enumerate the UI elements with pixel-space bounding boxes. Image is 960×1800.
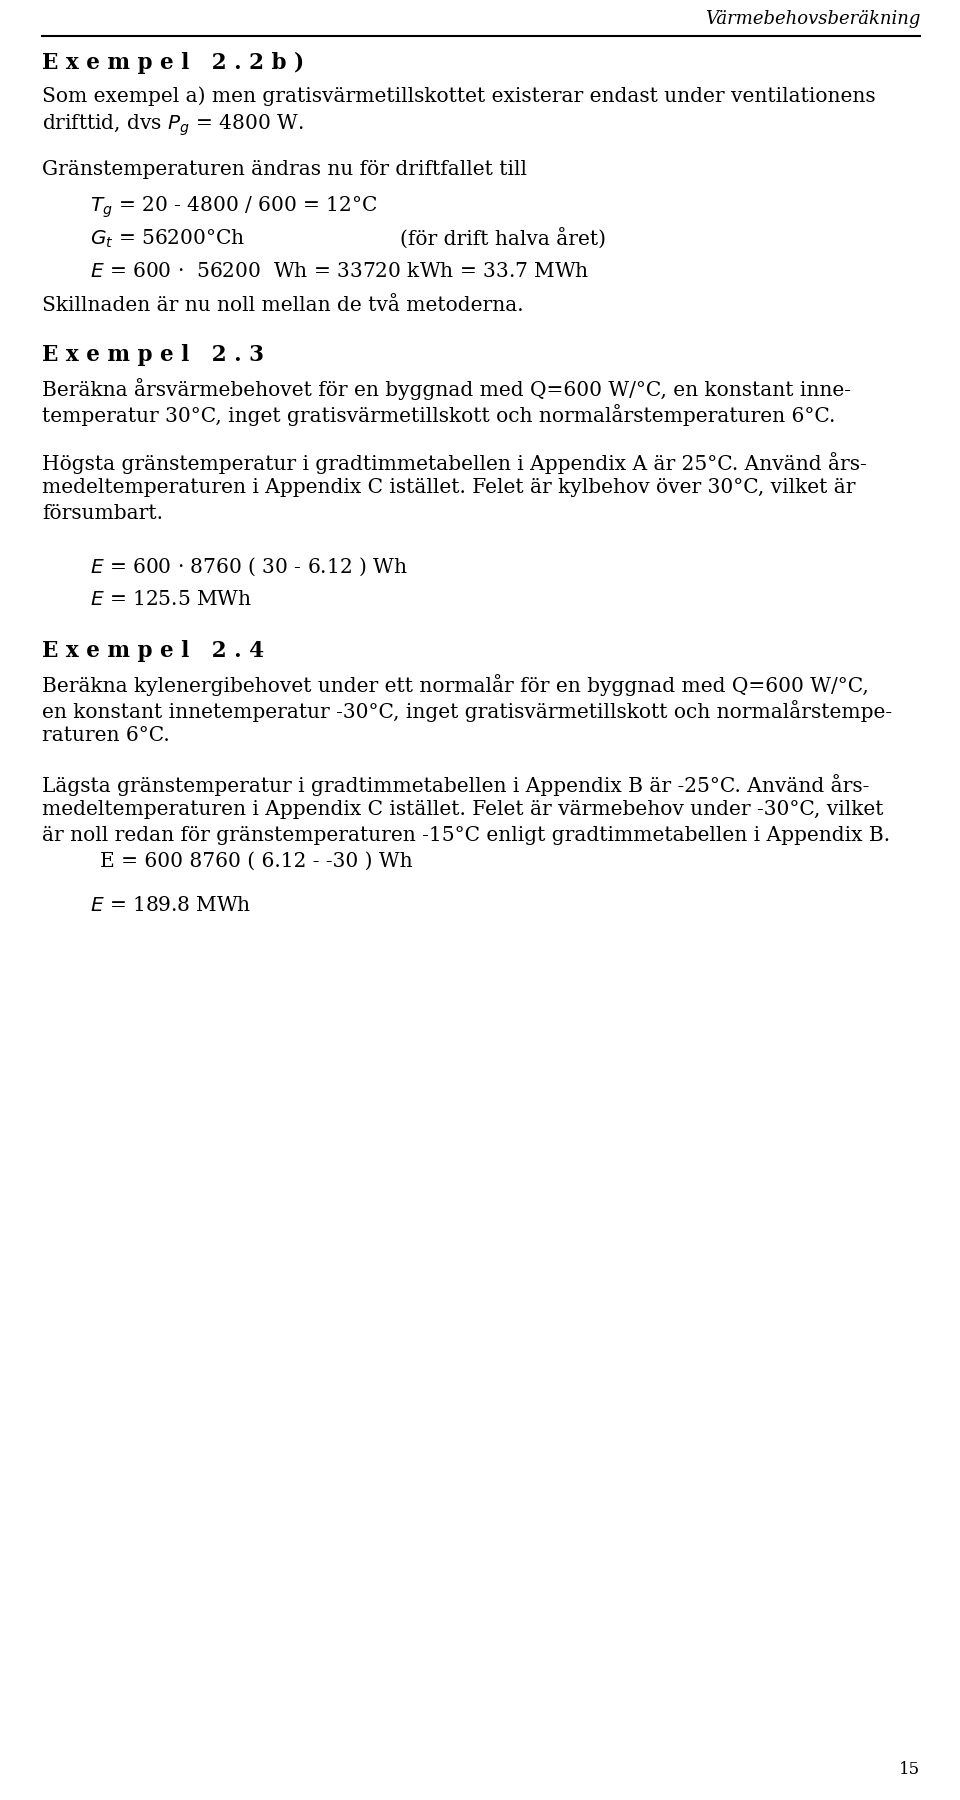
Text: E x e m p e l   2 . 2 b ): E x e m p e l 2 . 2 b )	[42, 52, 304, 74]
Text: medeltemperaturen i Appendix C istället. Felet är värmebehov under -30°C, vilket: medeltemperaturen i Appendix C istället.…	[42, 799, 883, 819]
Text: $G_t$ = 56200°Ch: $G_t$ = 56200°Ch	[90, 229, 246, 250]
Text: Lägsta gränstemperatur i gradtimmetabellen i Appendix B är -25°C. Använd års-: Lägsta gränstemperatur i gradtimmetabell…	[42, 774, 870, 796]
Text: Värmebehovsberäkning: Värmebehovsberäkning	[705, 11, 920, 29]
Text: Beräkna kylenergibehovet under ett normalår för en byggnad med Q=600 W/°C,: Beräkna kylenergibehovet under ett norma…	[42, 673, 869, 697]
Text: E = 600 8760 ( 6.12 - -30 ) Wh: E = 600 8760 ( 6.12 - -30 ) Wh	[100, 851, 413, 871]
Text: medeltemperaturen i Appendix C istället. Felet är kylbehov över 30°C, vilket är: medeltemperaturen i Appendix C istället.…	[42, 479, 855, 497]
Text: en konstant innetemperatur -30°C, inget gratisvärmetillskott och normalårstempe-: en konstant innetemperatur -30°C, inget …	[42, 700, 892, 722]
Text: Skillnaden är nu noll mellan de två metoderna.: Skillnaden är nu noll mellan de två meto…	[42, 295, 523, 315]
Text: raturen 6°C.: raturen 6°C.	[42, 725, 170, 745]
Text: $T_g$ = 20 - 4800 / 600 = 12°C: $T_g$ = 20 - 4800 / 600 = 12°C	[90, 194, 377, 220]
Text: drifttid, dvs $P_g$ = 4800 W.: drifttid, dvs $P_g$ = 4800 W.	[42, 112, 303, 137]
Text: Beräkna årsvärmebehovet för en byggnad med Q=600 W/°C, en konstant inne-: Beräkna årsvärmebehovet för en byggnad m…	[42, 378, 851, 400]
Text: Som exempel a) men gratisvärmetillskottet existerar endast under ventilationens: Som exempel a) men gratisvärmetillskotte…	[42, 86, 876, 106]
Text: försumbart.: försumbart.	[42, 504, 163, 524]
Text: (för drift halva året): (för drift halva året)	[400, 229, 606, 248]
Text: E x e m p e l   2 . 3: E x e m p e l 2 . 3	[42, 344, 264, 365]
Text: E x e m p e l   2 . 4: E x e m p e l 2 . 4	[42, 641, 264, 662]
Text: $E$ = 189.8 MWh: $E$ = 189.8 MWh	[90, 896, 252, 914]
Text: Högsta gränstemperatur i gradtimmetabellen i Appendix A är 25°C. Använd års-: Högsta gränstemperatur i gradtimmetabell…	[42, 452, 867, 473]
Text: 15: 15	[899, 1760, 920, 1778]
Text: är noll redan för gränstemperaturen -15°C enligt gradtimmetabellen i Appendix B.: är noll redan för gränstemperaturen -15°…	[42, 826, 890, 844]
Text: temperatur 30°C, inget gratisvärmetillskott och normalårstemperaturen 6°C.: temperatur 30°C, inget gratisvärmetillsk…	[42, 403, 835, 427]
Text: $E$ = 600 · 8760 ( 30 - 6.12 ) Wh: $E$ = 600 · 8760 ( 30 - 6.12 ) Wh	[90, 556, 408, 578]
Text: $E$ = 125.5 MWh: $E$ = 125.5 MWh	[90, 590, 252, 608]
Text: $E$ = 600 ·  56200  Wh = 33720 kWh = 33.7 MWh: $E$ = 600 · 56200 Wh = 33720 kWh = 33.7 …	[90, 263, 589, 281]
Text: Gränstemperaturen ändras nu för driftfallet till: Gränstemperaturen ändras nu för driftfal…	[42, 160, 527, 178]
